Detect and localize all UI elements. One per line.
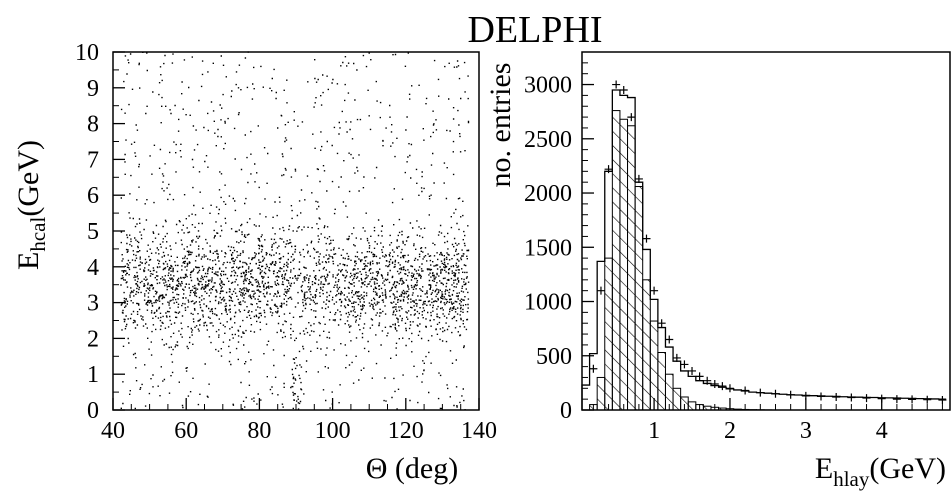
scatter-y-tick-label: 6: [87, 183, 99, 209]
scatter-x-tick-label: 40: [101, 418, 125, 444]
scatter-y-tick-label: 1: [87, 362, 99, 388]
scatter-y-tick-label: 3: [87, 291, 99, 317]
histogram-y-tick-label: 3000: [524, 73, 572, 99]
scatter-point-cloud: [120, 51, 470, 411]
figure-title: DELPHI: [467, 9, 602, 51]
scatter-x-ticks: 40 60 80 100 120 140: [101, 398, 497, 444]
histogram-hatched-bar: [672, 387, 682, 411]
histogram-data-marker: [786, 390, 795, 399]
histogram-data-marker: [847, 393, 856, 402]
histogram-data-marker: [688, 366, 697, 375]
histogram-data-marker: [619, 85, 628, 94]
histogram-x-axis-title-main: E: [815, 452, 833, 485]
scatter-y-tick-label: 10: [75, 40, 99, 66]
histogram-x-axis-title-sub: hlay: [833, 467, 870, 491]
histogram-y-tick-label: 0: [560, 398, 572, 424]
histogram-x-tick-label: 3: [800, 418, 812, 444]
histogram-data-marker: [596, 286, 605, 295]
scatter-y-tick-label: 0: [87, 398, 99, 424]
histogram-hatched-bar: [596, 376, 606, 411]
histogram-data-marker: [612, 80, 621, 89]
scatter-frame: [112, 51, 480, 411]
scatter-y-axis-title: Ehcal(GeV): [12, 140, 50, 270]
scatter-y-tick-label: 4: [87, 255, 99, 281]
scatter-y-tick-label: 7: [87, 147, 99, 173]
histogram-y-tick-label: 2500: [524, 127, 572, 153]
histogram-data-marker: [832, 392, 841, 401]
scatter-x-tick-label: 80: [247, 418, 271, 444]
histogram-y-tick-label: 1000: [524, 290, 572, 316]
histogram-panel: 1 2 3 4 0 500 1000 1500 2000 2500 3000 Ehlay(GeV)…: [484, 51, 951, 491]
scatter-x-tick-label: 60: [174, 418, 198, 444]
histogram-y-tick-label: 2000: [524, 181, 572, 207]
scatter-y-axis-title-sub: hcal: [26, 217, 50, 252]
histogram-data-marker: [680, 360, 689, 369]
histogram-data-marker: [771, 389, 780, 398]
histogram-data-marker: [650, 286, 659, 295]
scatter-x-tick-label: 140: [461, 418, 497, 444]
scatter-y-axis-title-unit: (GeV): [12, 140, 45, 217]
histogram-hatched-bar: [619, 118, 629, 411]
histogram-frame: [581, 51, 951, 411]
scatter-y-tick-label: 2: [87, 326, 99, 352]
histogram-x-axis-title: Ehlay(GeV): [815, 452, 946, 491]
histogram-data-marker: [741, 386, 750, 395]
histogram-hatched-bar: [627, 125, 636, 411]
scatter-x-tick-label: 120: [388, 418, 424, 444]
histogram-hatched-bar: [687, 401, 697, 411]
histogram-data-marker: [718, 382, 727, 391]
histogram-hatched-bar: [634, 186, 644, 411]
histogram-x-ticks: 1 2 3 4: [592, 398, 943, 444]
histogram-x-tick-label: 2: [724, 418, 736, 444]
histogram-hatched-bar: [642, 279, 651, 411]
histogram-y-axis-title: no. entries: [484, 63, 517, 188]
histogram-y-ticks: 0 500 1000 1500 2000 2500 3000: [524, 62, 594, 424]
scatter-y-ticks: 0 1 2 3 4 5 6 7 8 9 10: [75, 40, 125, 424]
scatter-x-axis-title: Θ (deg): [366, 452, 458, 485]
histogram-data-marker: [908, 395, 917, 404]
histogram-data-marker: [817, 392, 826, 401]
histogram-data-marker: [634, 174, 643, 183]
histogram-data-marker: [756, 388, 765, 397]
histogram-data-marker: [695, 372, 704, 381]
scatter-y-axis-title-main: E: [12, 252, 45, 270]
histogram-hatched-bar: [604, 257, 613, 411]
scatter-y-tick-label: 5: [87, 219, 99, 245]
histogram-x-axis-title-unit: (GeV): [869, 452, 946, 485]
histogram-data-marker: [923, 395, 932, 404]
histogram-data-marker: [604, 165, 613, 174]
histogram-x-tick-label: 1: [648, 418, 660, 444]
histogram-hatched-bar: [649, 320, 659, 411]
histogram-y-tick-label: 1500: [524, 235, 572, 261]
histogram-x-tick-label: 4: [876, 418, 888, 444]
scatter-panel: 40 60 80 100 120 140 0 1 2 3 4 5 6 7 8 9 10 Θ (deg) Ehc…: [12, 40, 497, 485]
histogram-hatched-bar: [657, 352, 666, 411]
histogram-data-marker: [642, 234, 651, 243]
histogram-data-marker: [657, 319, 666, 328]
histogram-data-marker: [710, 379, 719, 388]
histogram-data-marker: [892, 395, 901, 404]
histogram-data-marker: [589, 364, 598, 373]
scatter-x-tick-label: 100: [315, 418, 351, 444]
histogram-data-marker: [665, 335, 674, 344]
histogram-hatched-bar: [611, 110, 621, 411]
scatter-y-tick-label: 8: [87, 112, 99, 138]
histogram-data-marker: [672, 353, 681, 362]
histogram-y-tick-label: 500: [536, 344, 572, 370]
histogram-data-marker: [725, 384, 734, 393]
histogram-data-marker: [627, 113, 636, 122]
histogram-data-marker: [938, 396, 947, 405]
scatter-points: [120, 51, 470, 411]
histogram-data-marker: [703, 376, 712, 385]
scatter-y-tick-label: 9: [87, 76, 99, 102]
histogram-data-marker: [862, 394, 871, 403]
